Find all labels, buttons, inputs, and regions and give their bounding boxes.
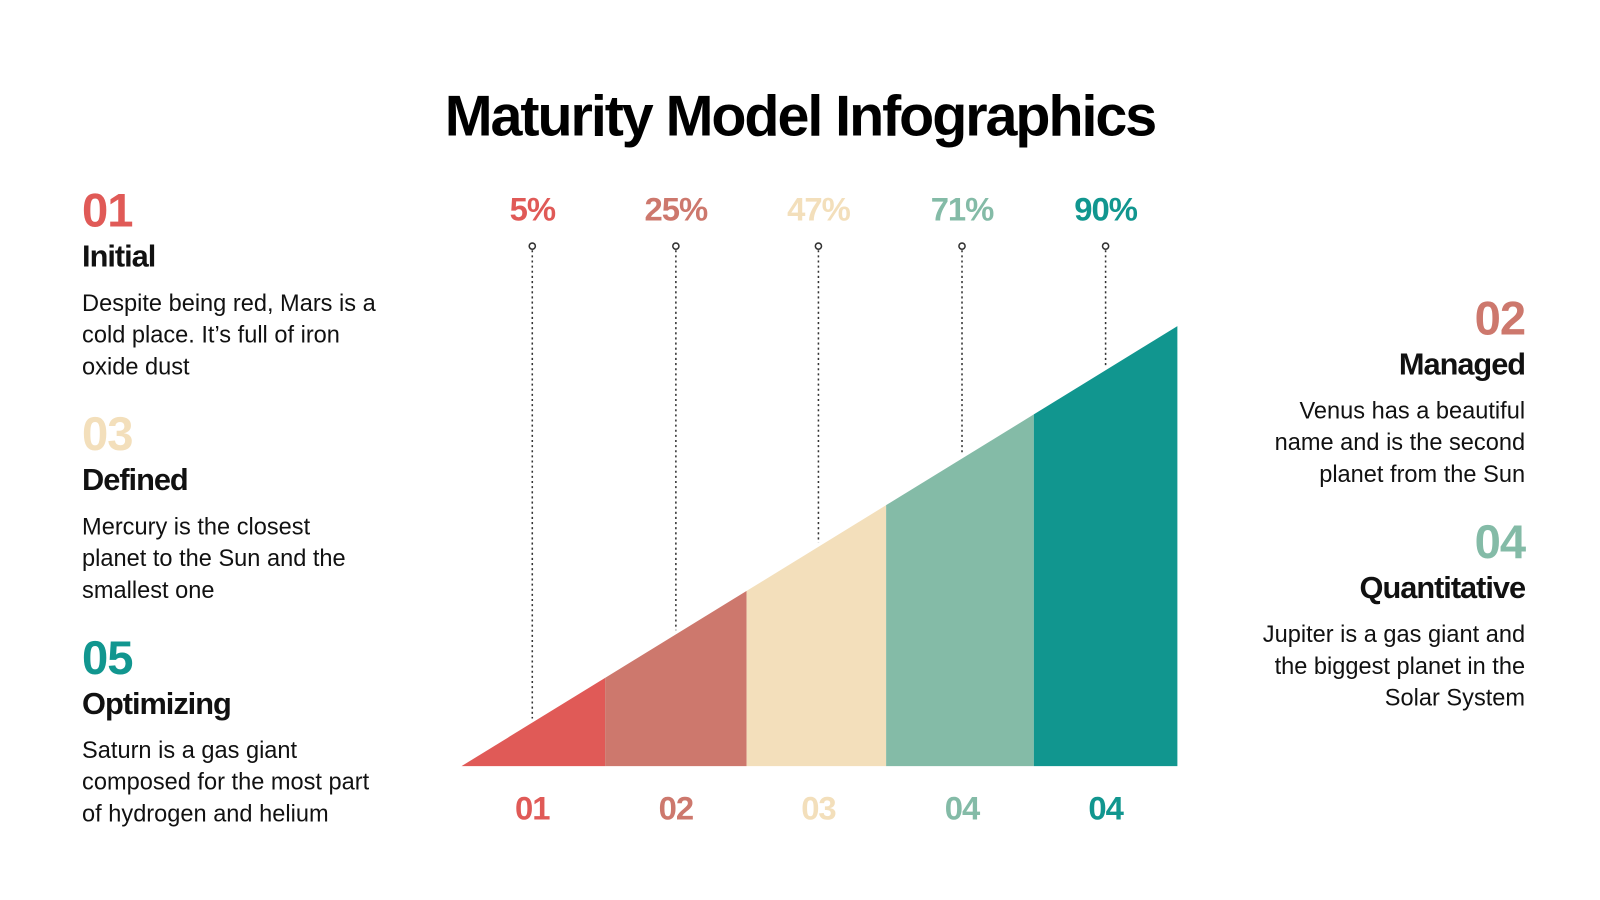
level-number: 03 — [82, 407, 133, 461]
level-name: Managed — [1398, 347, 1526, 382]
level-text: cold place. It’s full of iron — [82, 321, 340, 348]
level-text: composed for the most part — [82, 768, 370, 795]
level-number: 04 — [1474, 514, 1526, 569]
leader-dot — [958, 242, 966, 250]
level-text: oxide dust — [82, 352, 190, 380]
level-text: name and is the second — [1274, 428, 1526, 456]
title: Maturity Model Infographics — [444, 83, 1157, 148]
level-text: Jupiter is a gas giant and — [1262, 620, 1526, 648]
level-text: Despite being red, Mars is a — [82, 289, 376, 316]
level-text: the biggest planet in the — [1274, 652, 1526, 679]
leader-dot — [672, 242, 680, 250]
percent-label: 47% — [787, 190, 851, 228]
leader-dot — [528, 242, 537, 250]
level-name: Initial — [82, 239, 156, 274]
stage-label: 03 — [801, 789, 836, 827]
leader-dot — [1101, 242, 1110, 250]
stage-segment — [605, 590, 747, 767]
level-text: planet from the Sun — [1319, 460, 1526, 488]
level-text: Saturn is a gas giant — [82, 736, 298, 764]
level-number: 02 — [1474, 291, 1526, 345]
stage-segment — [886, 414, 1034, 767]
level-text: planet to the Sun and the — [82, 544, 346, 572]
level-name: Optimizing — [82, 687, 232, 721]
stage-label: 04 — [944, 789, 980, 827]
level-name: Defined — [82, 463, 189, 498]
stage-segment — [461, 677, 606, 767]
level-text: Solar System — [1384, 684, 1526, 711]
percent-label: 90% — [1074, 190, 1138, 228]
stage-segment — [1033, 326, 1178, 767]
percent-label: 5% — [509, 190, 556, 228]
stage-segment — [746, 505, 887, 767]
percent-label: 71% — [930, 190, 995, 228]
percent-label: 25% — [644, 190, 709, 228]
level-number: 01 — [82, 183, 133, 237]
stage-label: 04 — [1088, 789, 1123, 827]
stage-label: 02 — [658, 789, 694, 827]
level-name: Quantitative — [1359, 571, 1527, 606]
level-text: Venus has a beautiful — [1299, 396, 1526, 424]
leader-dot — [814, 242, 823, 250]
level-number: 05 — [82, 630, 133, 685]
level-text: smallest one — [82, 576, 215, 604]
stage-label: 01 — [515, 789, 550, 827]
level-text: Mercury is the closest — [82, 512, 311, 540]
level-text: of hydrogen and helium — [82, 799, 329, 827]
